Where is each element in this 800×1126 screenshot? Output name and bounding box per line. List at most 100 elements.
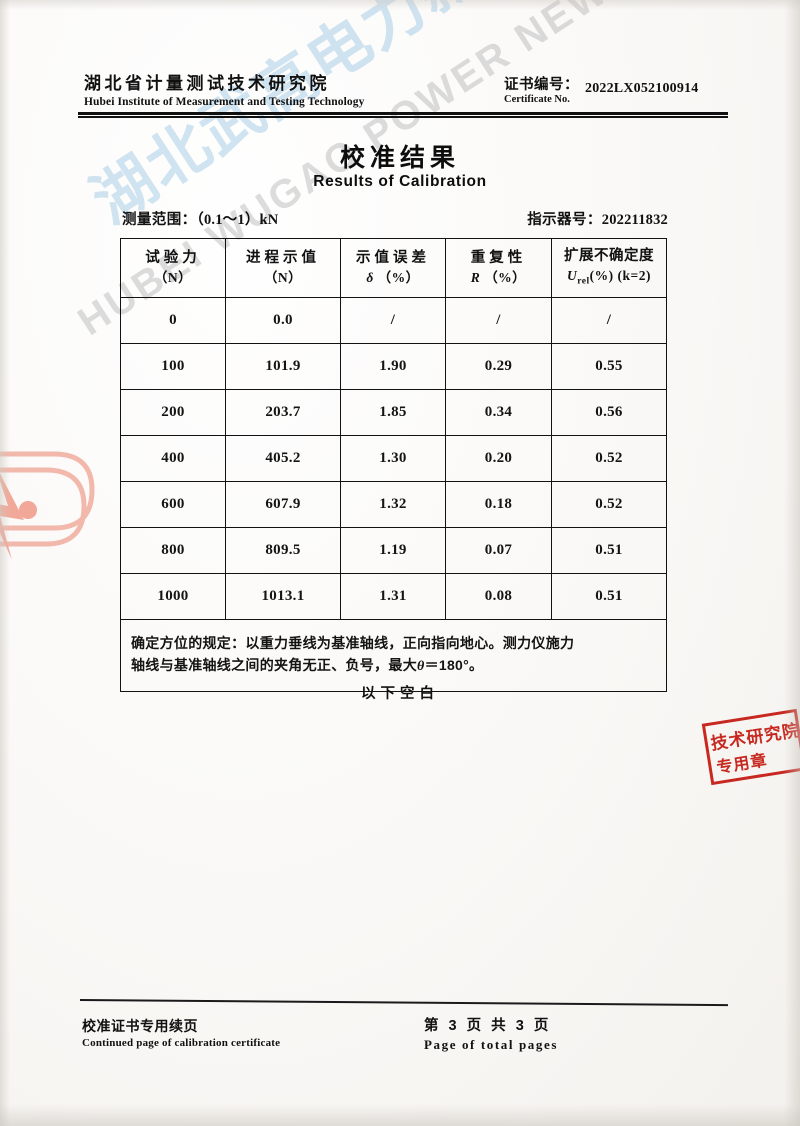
column-header-uncertainty: 扩展不确定度 Urel(%) (k=2) (551, 238, 667, 298)
column-header-uncertainty-line2: Urel(%) (k=2) (567, 268, 651, 287)
table-row: 1000 1013.1 1.31 0.08 0.51 (120, 573, 667, 620)
measurement-meta-row: 测量范围：（0.1～1）kN 指示器号：202211832 (122, 208, 668, 229)
footer-continued-page-cn: 校准证书专用续页 (82, 1018, 198, 1034)
column-header-test-force-line2: （N） (153, 269, 193, 285)
page-total: 3 (515, 1018, 527, 1034)
cell-repeatability: 0.34 (445, 389, 552, 436)
column-header-indication: 进程示值 （N） (225, 238, 341, 298)
measurement-range-value: （0.1～1）kN (196, 212, 279, 228)
column-header-indication-line1: 进程示值 (246, 250, 320, 267)
cell-test-force: 100 (120, 343, 226, 390)
page-title-cn: 校准结果 (339, 144, 460, 172)
table-row: 600 607.9 1.32 0.18 0.52 (120, 481, 667, 528)
cell-uncertainty: 0.51 (551, 527, 667, 574)
measurement-range-label: 测量范围： (122, 212, 197, 228)
cell-error: 1.31 (340, 573, 446, 620)
cell-indication: 0.0 (225, 297, 341, 344)
page-current: 3 (448, 1018, 460, 1034)
table-row: 100 101.9 1.90 0.29 0.55 (120, 343, 667, 390)
table-row: 0 0.0 / / / (120, 297, 667, 344)
certificate-number-value: 2022LX052100914 (585, 81, 699, 96)
footer-pagination-cn: 第 3 页 共 3 页 (424, 1018, 558, 1035)
cell-error: / (340, 297, 446, 344)
footer-pagination: 第 3 页 共 3 页 Page of total pages (424, 1018, 558, 1053)
institute-name-cn: 湖北省计量测试技术研究院 (84, 74, 330, 93)
cell-uncertainty: 0.55 (551, 343, 667, 390)
column-header-uncertainty-line1: 扩展不确定度 (564, 248, 654, 265)
certificate-number-label-en: Certificate No. (504, 94, 570, 106)
certificate-number-label-cn: 证书编号： (504, 77, 579, 93)
letterhead: 湖北省计量测试技术研究院 Hubei Institute of Measurem… (84, 74, 484, 108)
column-header-error-line2: δ （%） (366, 269, 420, 285)
cell-indication: 405.2 (225, 435, 341, 482)
cell-repeatability: 0.20 (445, 435, 552, 482)
cell-error: 1.32 (340, 481, 446, 528)
cell-error: 1.19 (340, 527, 446, 574)
column-header-repeatability-line2: R （%） (470, 269, 527, 285)
cell-indication: 1013.1 (225, 573, 341, 620)
column-header-test-force-line1: 试验力 (145, 250, 201, 267)
watermark-company-cn: 湖北武高电力新技术有限公司 (71, 0, 800, 240)
table-body: 0 0.0 / / / 100 101.9 1.90 0.29 0.55 200… (120, 297, 667, 692)
page-mid: 页 共 (466, 1018, 509, 1034)
indicator-number: 指示器号：202211832 (527, 208, 668, 229)
cell-repeatability: 0.18 (445, 481, 552, 528)
cell-test-force: 600 (120, 481, 226, 528)
cell-indication: 607.9 (225, 481, 341, 528)
column-header-indication-line2: （N） (263, 269, 303, 285)
page-suffix: 页 (533, 1018, 552, 1034)
footer-divider (79, 999, 728, 1007)
cell-test-force: 1000 (120, 573, 226, 620)
table-row: 800 809.5 1.19 0.07 0.51 (120, 527, 667, 574)
table-row: 400 405.2 1.30 0.20 0.52 (120, 435, 667, 482)
cell-test-force: 0 (120, 297, 226, 344)
watermark-lightning-logo (0, 451, 95, 560)
column-header-test-force: 试验力 （N） (120, 238, 226, 298)
orientation-note-line2-part-b: ＝180°。 (424, 656, 484, 673)
table-row: 200 203.7 1.85 0.34 0.56 (120, 389, 667, 436)
cell-uncertainty: 0.52 (551, 435, 667, 482)
cell-error: 1.90 (340, 343, 446, 390)
column-header-error: 示值误差 δ （%） (340, 238, 446, 298)
table-header-row: 试验力 （N） 进程示值 （N） 示值误差 δ （%） 重复性 R （%） 扩展… (120, 238, 667, 298)
cell-test-force: 400 (120, 435, 226, 482)
measurement-range: 测量范围：（0.1～1）kN (122, 208, 278, 229)
certificate-number-block: 证书编号： Certificate No. 2022LX052100914 (504, 77, 699, 106)
footer-pagination-en: Page of total pages (424, 1037, 559, 1053)
blank-below-note: 以下空白 (361, 686, 439, 702)
calibration-results-table: 试验力 （N） 进程示值 （N） 示值误差 δ （%） 重复性 R （%） 扩展… (120, 238, 667, 692)
official-seal-stamp: 技术研究院 专用章 (701, 708, 800, 786)
cell-uncertainty: 0.51 (551, 573, 667, 620)
cell-uncertainty: / (551, 297, 667, 344)
cell-uncertainty: 0.52 (551, 481, 667, 528)
cell-error: 1.85 (340, 389, 446, 436)
footer-continued-page-en: Continued page of calibration certificat… (82, 1036, 281, 1049)
cell-test-force: 200 (120, 389, 226, 436)
institute-name-en: Hubei Institute of Measurement and Testi… (84, 95, 365, 108)
cell-test-force: 800 (120, 527, 226, 574)
table-note-row: 确定方位的规定：以重力垂线为基准轴线，正向指向地心。测力仪施力 轴线与基准轴线之… (120, 619, 667, 692)
orientation-note-line2: 轴线与基准轴线之间的夹角无正、负号，最大θ＝180°。 (131, 655, 656, 678)
page-footer: 校准证书专用续页 Continued page of calibration c… (82, 1018, 728, 1053)
page-edge-top (0, 0, 800, 10)
footer-continued-page: 校准证书专用续页 Continued page of calibration c… (82, 1018, 382, 1053)
column-header-repeatability: 重复性 R （%） (445, 238, 552, 298)
orientation-note: 确定方位的规定：以重力垂线为基准轴线，正向指向地心。测力仪施力 轴线与基准轴线之… (120, 619, 667, 692)
cell-repeatability: / (445, 297, 552, 344)
header-divider (78, 112, 728, 118)
page-title-en: Results of Calibration (313, 173, 487, 190)
orientation-note-line2-part-a: 轴线与基准轴线之间的夹角无正、负号，最大 (131, 656, 417, 673)
theta-symbol: θ (417, 658, 425, 674)
indicator-number-label: 指示器号： (527, 212, 602, 228)
cell-repeatability: 0.29 (445, 343, 552, 390)
orientation-note-line1: 确定方位的规定：以重力垂线为基准轴线，正向指向地心。测力仪施力 (131, 634, 575, 651)
column-header-error-line1: 示值误差 (356, 250, 430, 267)
cell-indication: 101.9 (225, 343, 341, 390)
cell-uncertainty: 0.56 (551, 389, 667, 436)
indicator-number-value: 202211832 (601, 212, 668, 228)
cell-repeatability: 0.07 (445, 527, 552, 574)
cell-error: 1.30 (340, 435, 446, 482)
cell-repeatability: 0.08 (445, 573, 552, 620)
cell-indication: 809.5 (225, 527, 341, 574)
